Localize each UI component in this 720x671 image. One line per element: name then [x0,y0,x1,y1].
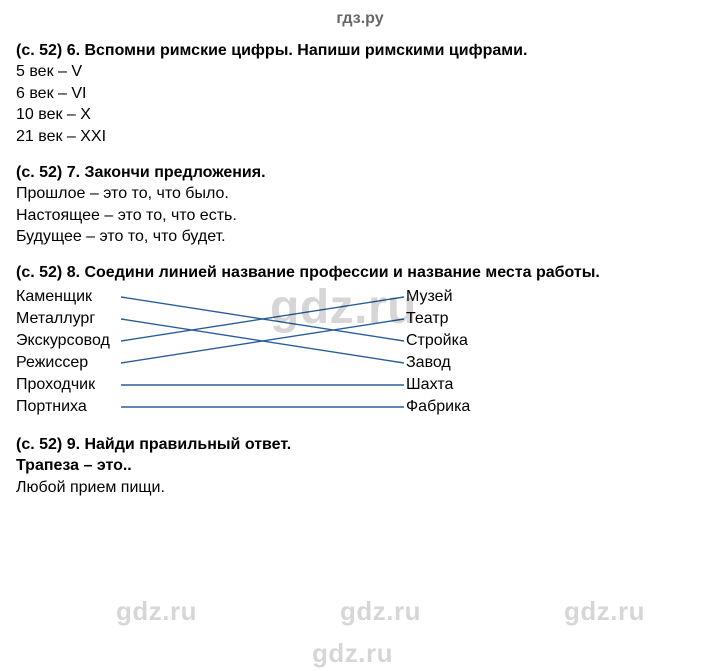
q8-left-item: Каменщик [16,286,110,308]
q6-line: 5 век – V [16,61,704,83]
q8-left-item: Проходчик [16,374,110,396]
q6-title: (с. 52) 6. Вспомни римские цифры. Напиши… [16,40,704,62]
q6-line: 10 век – X [16,104,704,126]
q8-right-item: Шахта [406,374,470,396]
watermark: gdz.ru [340,594,421,629]
watermark: gdz.ru [116,594,197,629]
q8-right-item: Музей [406,286,470,308]
q8-match: Каменщик Металлург Экскурсовод Режиссер … [16,286,704,420]
q8-left-item: Металлург [16,308,110,330]
q7-title: (с. 52) 7. Закончи предложения. [16,162,704,184]
q8-left-item: Экскурсовод [16,330,110,352]
q7-line: Настоящее – это то, что есть. [16,205,704,227]
q8-left-item: Портниха [16,396,110,418]
q8-left-col: Каменщик Металлург Экскурсовод Режиссер … [16,286,110,418]
q9-subtitle: Трапеза – это.. [16,455,704,477]
q8-right-item: Завод [406,352,470,374]
site-header: гдз.ру [16,8,704,30]
q7-line: Будущее – это то, что будет. [16,226,704,248]
q8-right-col: Музей Театр Стройка Завод Шахта Фабрика [406,286,470,418]
q8-right-item: Стройка [406,330,470,352]
watermark: gdz.ru [312,636,393,671]
q9-title: (с. 52) 9. Найди правильный ответ. [16,434,704,456]
q8-right-item: Фабрика [406,396,470,418]
q6-line: 6 век – VI [16,83,704,105]
watermark: gdz.ru [564,594,645,629]
q8-left-item: Режиссер [16,352,110,374]
q9-answer: Любой прием пищи. [16,477,704,499]
q6-line: 21 век – XXI [16,126,704,148]
q8-right-item: Театр [406,308,470,330]
q7-line: Прошлое – это то, что было. [16,183,704,205]
q8-title: (с. 52) 8. Соедини линией название профе… [16,262,704,284]
